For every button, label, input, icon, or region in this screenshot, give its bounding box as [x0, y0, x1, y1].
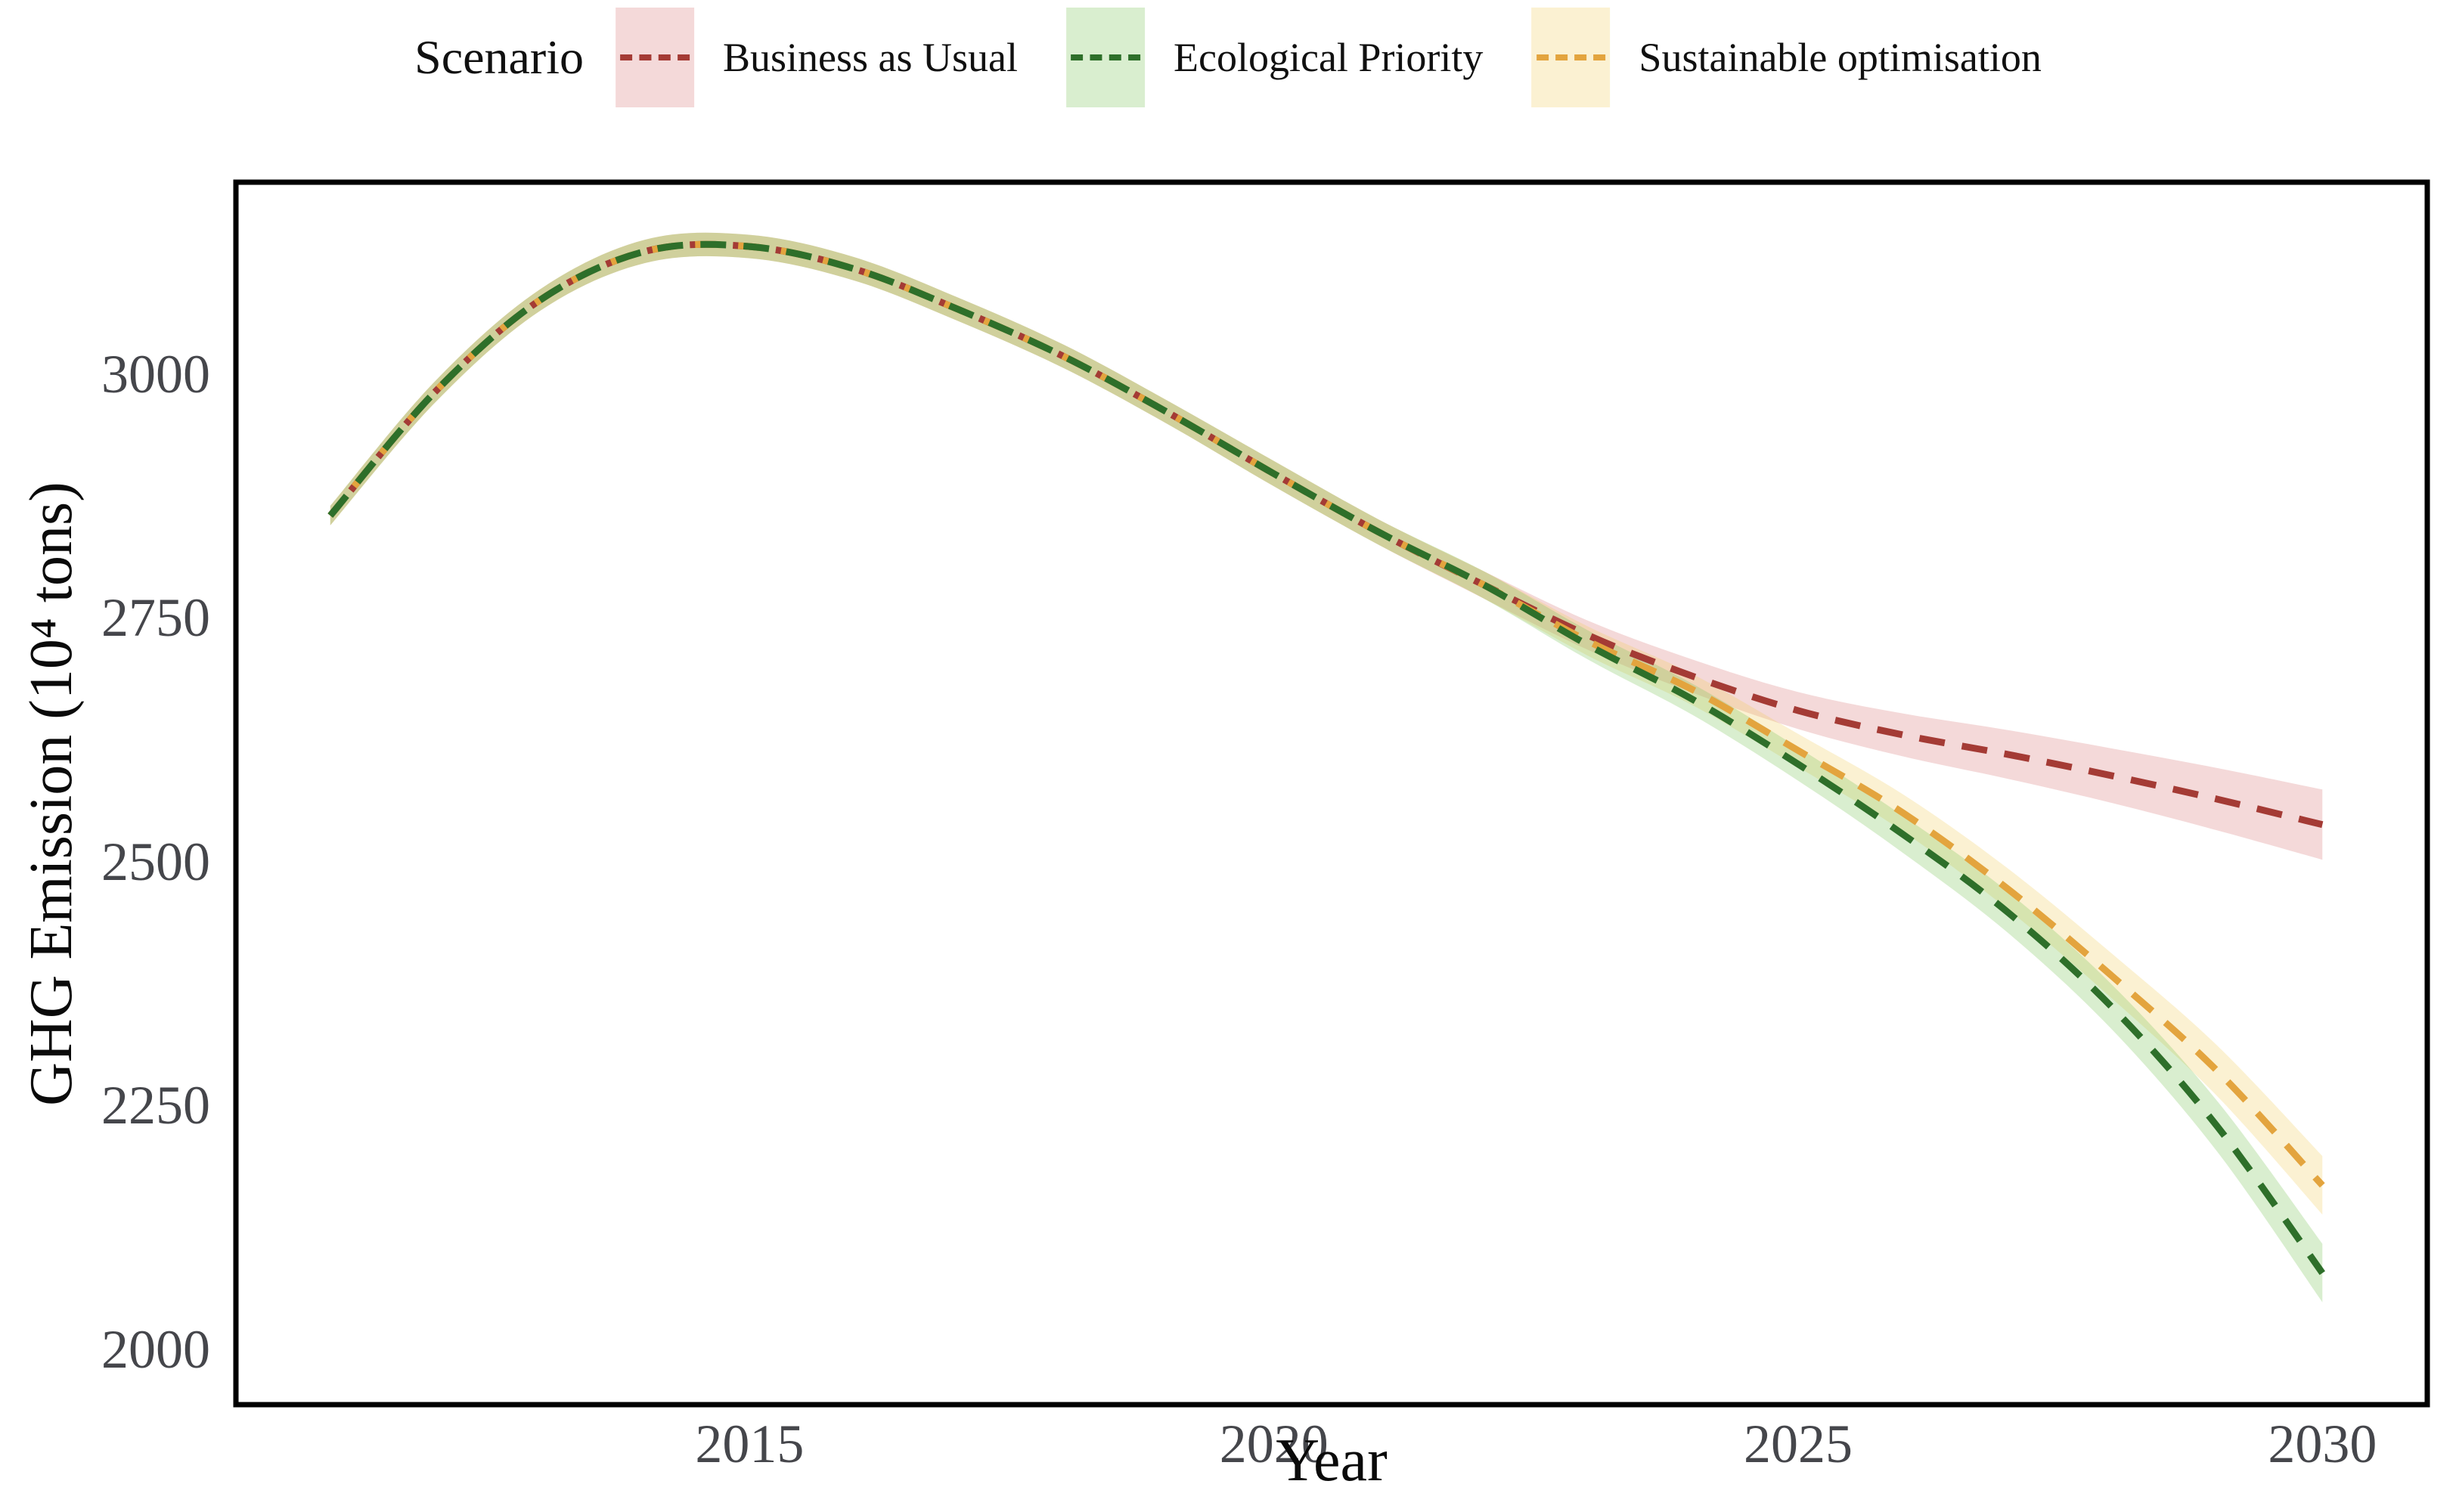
series-line-sustainable-optimisation — [327, 240, 2325, 1188]
series-ribbon-business-as-usual — [330, 232, 2323, 860]
legend: Scenario Business as Usual Ecological Pri… — [414, 8, 2042, 107]
y-tick-2250: 2250 — [101, 1075, 210, 1136]
panel-border — [233, 179, 2430, 1408]
legend-key-swatch-ecological-priority — [1066, 8, 1146, 107]
legend-item-sustainable-optimisation: Sustainable optimisation — [1531, 8, 2042, 107]
x-tick-2025: 2025 — [1744, 1414, 1853, 1474]
legend-item-business-as-usual: Business as Usual — [616, 8, 1018, 107]
y-axis-title: GHG Emission (10⁴ tons) — [18, 482, 85, 1106]
legend-item-label: Business as Usual — [723, 35, 1019, 80]
legend-item-label: Sustainable optimisation — [1639, 35, 2042, 80]
dashed-line-icon — [620, 54, 690, 60]
legend-key-swatch-sustainable-optimisation — [1531, 8, 1611, 107]
dashed-line-icon — [1071, 54, 1140, 60]
legend-item-label: Ecological Priority — [1174, 35, 1484, 80]
legend-item-ecological-priority: Ecological Priority — [1066, 8, 1483, 107]
x-tick-2020: 2020 — [1219, 1414, 1329, 1474]
dashed-line-icon — [1536, 54, 1606, 60]
series-ribbon-sustainable-optimisation — [330, 232, 2323, 1215]
legend-items: Business as Usual Ecological Priority Sust… — [616, 8, 2042, 107]
y-tick-2750: 2750 — [101, 587, 210, 649]
y-tick-2000: 2000 — [101, 1318, 210, 1380]
x-axis-title: Year — [1276, 1427, 1388, 1494]
x-tick-2015: 2015 — [695, 1414, 805, 1474]
y-tick-2500: 2500 — [101, 831, 210, 892]
series-line-ecological-priority — [327, 240, 2325, 1275]
legend-key-swatch-business-as-usual — [616, 8, 695, 107]
legend-title: Scenario — [414, 30, 585, 84]
y-tick-3000: 3000 — [101, 344, 210, 405]
x-tick-2030: 2030 — [2268, 1414, 2377, 1474]
